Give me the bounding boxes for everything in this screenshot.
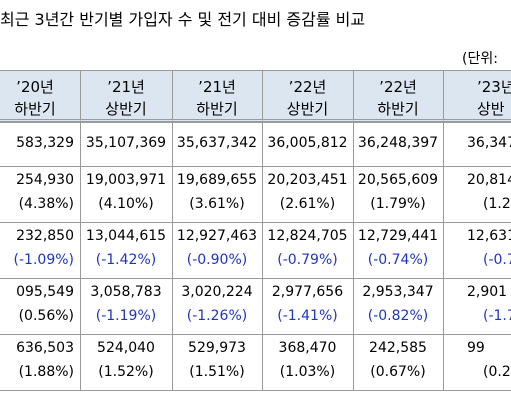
cell-text: 368,470 <box>278 340 337 356</box>
cell-text: 36,347 <box>467 135 511 151</box>
cell-text: 19,689,655 <box>176 172 258 188</box>
unit: (단위: <box>462 51 498 67</box>
cell-text: (2.61%) <box>279 196 336 212</box>
cell-text: (4.38%) <box>18 196 74 212</box>
cell-text: 583,329 <box>16 135 74 151</box>
cell-text: (-1.7 <box>483 308 511 324</box>
cell <box>443 334 511 391</box>
cell-text: (0.67%) <box>370 364 426 380</box>
cell-text: 2,953,347 <box>362 284 434 300</box>
cell-text: 20,203,451 <box>267 172 348 188</box>
cell-text: 254,930 <box>16 172 74 188</box>
header-text: 상반기 <box>286 100 329 118</box>
cell-text: (1.88%) <box>18 364 74 380</box>
header-text: 하반기 <box>14 100 56 118</box>
cell-text: 636,503 <box>16 340 74 356</box>
header-cell <box>172 70 263 122</box>
header-text: 하반기 <box>196 100 238 118</box>
cell-text: 12,927,463 <box>176 228 258 244</box>
cell-text: (-1.09%) <box>13 252 74 268</box>
cell-text: 35,107,369 <box>85 135 167 151</box>
cell-text: (-1.42%) <box>95 252 157 268</box>
cell-text: 095,549 <box>16 284 74 300</box>
title: 최근 3년간 반기별 가입자 수 및 전기 대비 증감률 비교 <box>0 10 366 29</box>
cell-text: 20,565,609 <box>357 172 439 188</box>
cell-text: (-1.26%) <box>186 308 248 324</box>
cell-text: (-0.90%) <box>186 252 248 268</box>
header-text: ’22년 <box>288 78 327 96</box>
cell-text: (-1.19%) <box>95 308 157 324</box>
cell-text: 12,729,441 <box>357 228 439 244</box>
header-cell <box>80 70 173 122</box>
cell-text: (0.2 <box>483 364 511 380</box>
header-cell <box>353 70 444 122</box>
cell-text: (-0.82%) <box>367 308 429 324</box>
header-text: 하반기 <box>377 100 419 118</box>
header-cell <box>262 70 354 122</box>
cell-text: (4.10%) <box>98 196 154 212</box>
cell-text: 12,824,705 <box>267 228 348 244</box>
cell-text: 20,814 <box>467 172 511 188</box>
cell-text: (1.2 <box>483 196 511 212</box>
header-text: ’21년 <box>107 78 145 96</box>
cell-text: (1.03%) <box>279 364 336 380</box>
cell-text: 524,040 <box>97 340 155 356</box>
cell-text: 36,248,397 <box>357 135 439 151</box>
header-cell <box>0 70 81 122</box>
cell-text: 3,058,783 <box>90 284 162 300</box>
header-text: 상반기 <box>105 100 147 118</box>
cell-text: (1.52%) <box>98 364 154 380</box>
cell-text: 35,637,342 <box>176 135 258 151</box>
cell-text: 232,850 <box>16 228 74 244</box>
cell-text: (3.61%) <box>189 196 245 212</box>
cell-text: 242,585 <box>369 340 427 356</box>
cell-text: 12,631 <box>467 228 511 244</box>
cell-text: (-0.74%) <box>367 252 429 268</box>
cell-text: 13,044,615 <box>85 228 167 244</box>
cell-text: (1.51%) <box>189 364 245 380</box>
cell-text: 19,003,971 <box>85 172 167 188</box>
cell-text: 2,977,656 <box>271 284 344 300</box>
header-text: 상반 <box>477 100 505 118</box>
cell-text: (-0.7 <box>483 252 511 268</box>
cell-text: (-1.41%) <box>277 308 338 324</box>
cell-text: (1.79%) <box>370 196 426 212</box>
cell-text: 2,901 <box>467 284 508 300</box>
header-text: ’21년 <box>198 78 236 96</box>
cell-text: 529,973 <box>188 340 246 356</box>
cell-text: (-0.79%) <box>277 252 338 268</box>
cell-text: 36,005,812 <box>267 135 348 151</box>
cell-text: (0.56%) <box>18 308 74 324</box>
header-text: ’20년 <box>16 78 54 96</box>
header-cell <box>443 70 511 122</box>
cell-text: 3,020,224 <box>181 284 253 300</box>
header-text: ’22년 <box>379 78 417 96</box>
header-text: ’23년 <box>477 78 511 96</box>
cell-text: 99 <box>467 340 485 356</box>
